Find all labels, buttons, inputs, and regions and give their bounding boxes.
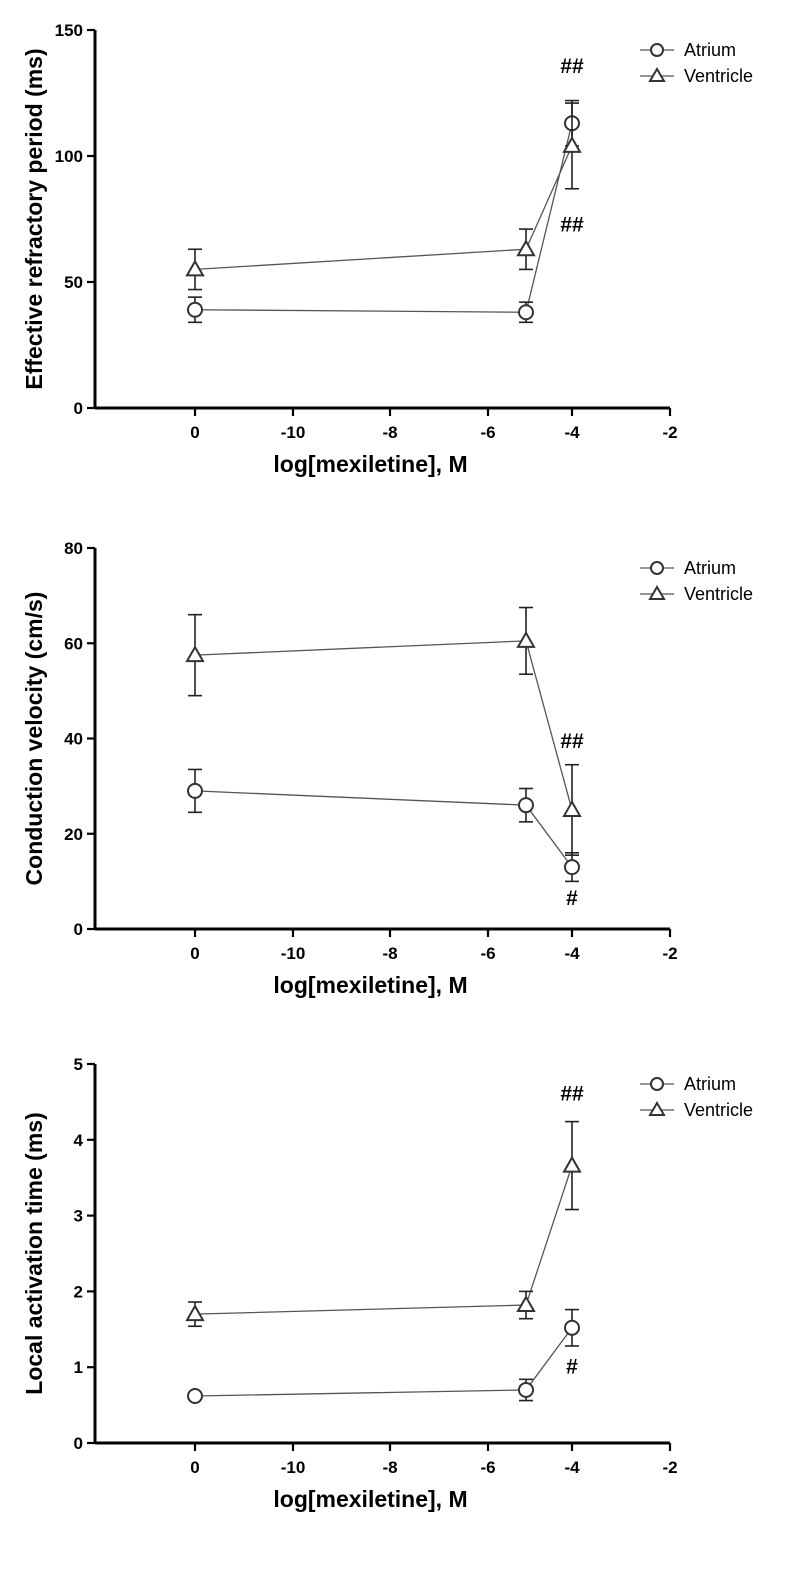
x-tick-label: -2 bbox=[662, 1458, 677, 1477]
x-tick-label: -2 bbox=[662, 944, 677, 963]
x-tick-label: -4 bbox=[564, 1458, 580, 1477]
series-line bbox=[194, 1165, 573, 1315]
x-tick-label: -10 bbox=[281, 1458, 306, 1477]
x-tick-label: -4 bbox=[564, 423, 580, 442]
data-point-triangle bbox=[516, 1295, 536, 1313]
legend-label: Ventricle bbox=[684, 584, 753, 604]
series-line bbox=[194, 790, 573, 868]
data-point-circle bbox=[187, 782, 203, 799]
y-tick-label: 80 bbox=[64, 539, 83, 558]
x-axis-title: log[mexiletine], M bbox=[273, 451, 467, 477]
significance-annotation: # bbox=[566, 887, 578, 910]
x-tick-label: -8 bbox=[382, 423, 397, 442]
x-tick-label: -6 bbox=[480, 1458, 495, 1477]
data-point-triangle bbox=[562, 1155, 582, 1173]
legend-marker-triangle bbox=[648, 1101, 666, 1116]
data-point-triangle bbox=[516, 239, 536, 257]
y-tick-label: 4 bbox=[74, 1131, 84, 1150]
y-tick-label: 150 bbox=[55, 21, 83, 40]
x-axis-title: log[mexiletine], M bbox=[273, 972, 467, 998]
significance-annotation: ## bbox=[560, 55, 584, 78]
x-tick-label: -4 bbox=[564, 944, 580, 963]
y-axis-title: Effective refractory period (ms) bbox=[21, 48, 47, 389]
data-point-triangle bbox=[562, 135, 582, 153]
y-axis-title: Local activation time (ms) bbox=[21, 1112, 47, 1394]
legend: Atrium Ventricle bbox=[640, 1074, 753, 1120]
y-axis-title: Conduction velocity (cm/s) bbox=[21, 592, 47, 886]
y-tick-label: 50 bbox=[64, 273, 83, 292]
legend-marker-circle bbox=[650, 43, 664, 57]
y-tick-label: 40 bbox=[64, 730, 83, 749]
legend-label: Ventricle bbox=[684, 1100, 753, 1120]
data-point-triangle bbox=[562, 799, 582, 817]
data-point-circle bbox=[518, 797, 534, 814]
legend-label: Ventricle bbox=[684, 66, 753, 86]
x-axis-title: log[mexiletine], M bbox=[273, 1486, 467, 1512]
x-tick-label: -6 bbox=[480, 423, 495, 442]
data-point-circle bbox=[187, 1388, 203, 1405]
data-point-triangle bbox=[185, 645, 205, 663]
series-line bbox=[194, 1327, 573, 1397]
legend-label: Atrium bbox=[684, 558, 736, 578]
significance-annotation: ## bbox=[560, 730, 584, 753]
legend: Atrium Ventricle bbox=[640, 558, 753, 604]
legend-label: Atrium bbox=[684, 1074, 736, 1094]
x-tick-label: 0 bbox=[190, 944, 199, 963]
chart-panel-3: 0 1 2 3 4 5 0 -10 -8 -6 -4 -2 log[mexiletine], M Loca… bbox=[21, 1055, 753, 1512]
significance-annotation: ## bbox=[560, 214, 584, 237]
legend-marker-triangle bbox=[648, 67, 666, 82]
legend: Atrium Ventricle bbox=[640, 40, 753, 86]
significance-annotation: ## bbox=[560, 1082, 584, 1105]
legend-marker-triangle bbox=[648, 585, 666, 600]
data-point-triangle bbox=[185, 1304, 205, 1322]
series-line bbox=[194, 145, 573, 271]
significance-annotation: # bbox=[566, 1355, 578, 1378]
data-point-triangle bbox=[185, 259, 205, 277]
y-tick-label: 0 bbox=[74, 1434, 83, 1453]
y-tick-label: 0 bbox=[74, 399, 83, 418]
x-tick-label: -8 bbox=[382, 944, 397, 963]
y-tick-label: 20 bbox=[64, 825, 83, 844]
series-line bbox=[194, 123, 573, 313]
y-tick-label: 60 bbox=[64, 634, 83, 653]
legend-marker-circle bbox=[650, 1077, 664, 1091]
x-tick-label: -6 bbox=[480, 944, 495, 963]
chart-panel-1: 0 50 100 150 0 -10 -8 -6 -4 -2 log[mexiletine], M E… bbox=[21, 21, 753, 477]
series-ventricle bbox=[185, 1120, 582, 1328]
series-atrium bbox=[187, 99, 580, 324]
series-ventricle bbox=[185, 606, 582, 856]
x-tick-label: -2 bbox=[662, 423, 677, 442]
x-tick-label: -8 bbox=[382, 1458, 397, 1477]
chart-panel-2: 0 20 40 60 80 0 -10 -8 -6 -4 -2 log[mexiletine], M C… bbox=[21, 539, 753, 998]
data-point-triangle bbox=[516, 630, 536, 648]
y-tick-label: 2 bbox=[74, 1282, 83, 1301]
data-point-circle bbox=[518, 1381, 534, 1398]
x-tick-label: -10 bbox=[281, 944, 306, 963]
x-tick-label: -10 bbox=[281, 423, 306, 442]
data-point-circle bbox=[564, 859, 580, 876]
series-atrium bbox=[187, 768, 580, 883]
y-tick-label: 5 bbox=[74, 1055, 83, 1074]
data-point-circle bbox=[187, 301, 203, 318]
series-ventricle bbox=[185, 102, 582, 291]
data-point-circle bbox=[564, 1319, 580, 1336]
y-tick-label: 1 bbox=[74, 1358, 83, 1377]
y-tick-label: 0 bbox=[74, 920, 83, 939]
series-atrium bbox=[187, 1308, 580, 1405]
x-tick-label: 0 bbox=[190, 1458, 199, 1477]
legend-label: Atrium bbox=[684, 40, 736, 60]
legend-marker-circle bbox=[650, 561, 664, 575]
data-point-circle bbox=[518, 304, 534, 321]
x-tick-label: 0 bbox=[190, 423, 199, 442]
y-tick-label: 100 bbox=[55, 147, 83, 166]
series-line bbox=[194, 640, 573, 811]
y-tick-label: 3 bbox=[74, 1207, 83, 1226]
